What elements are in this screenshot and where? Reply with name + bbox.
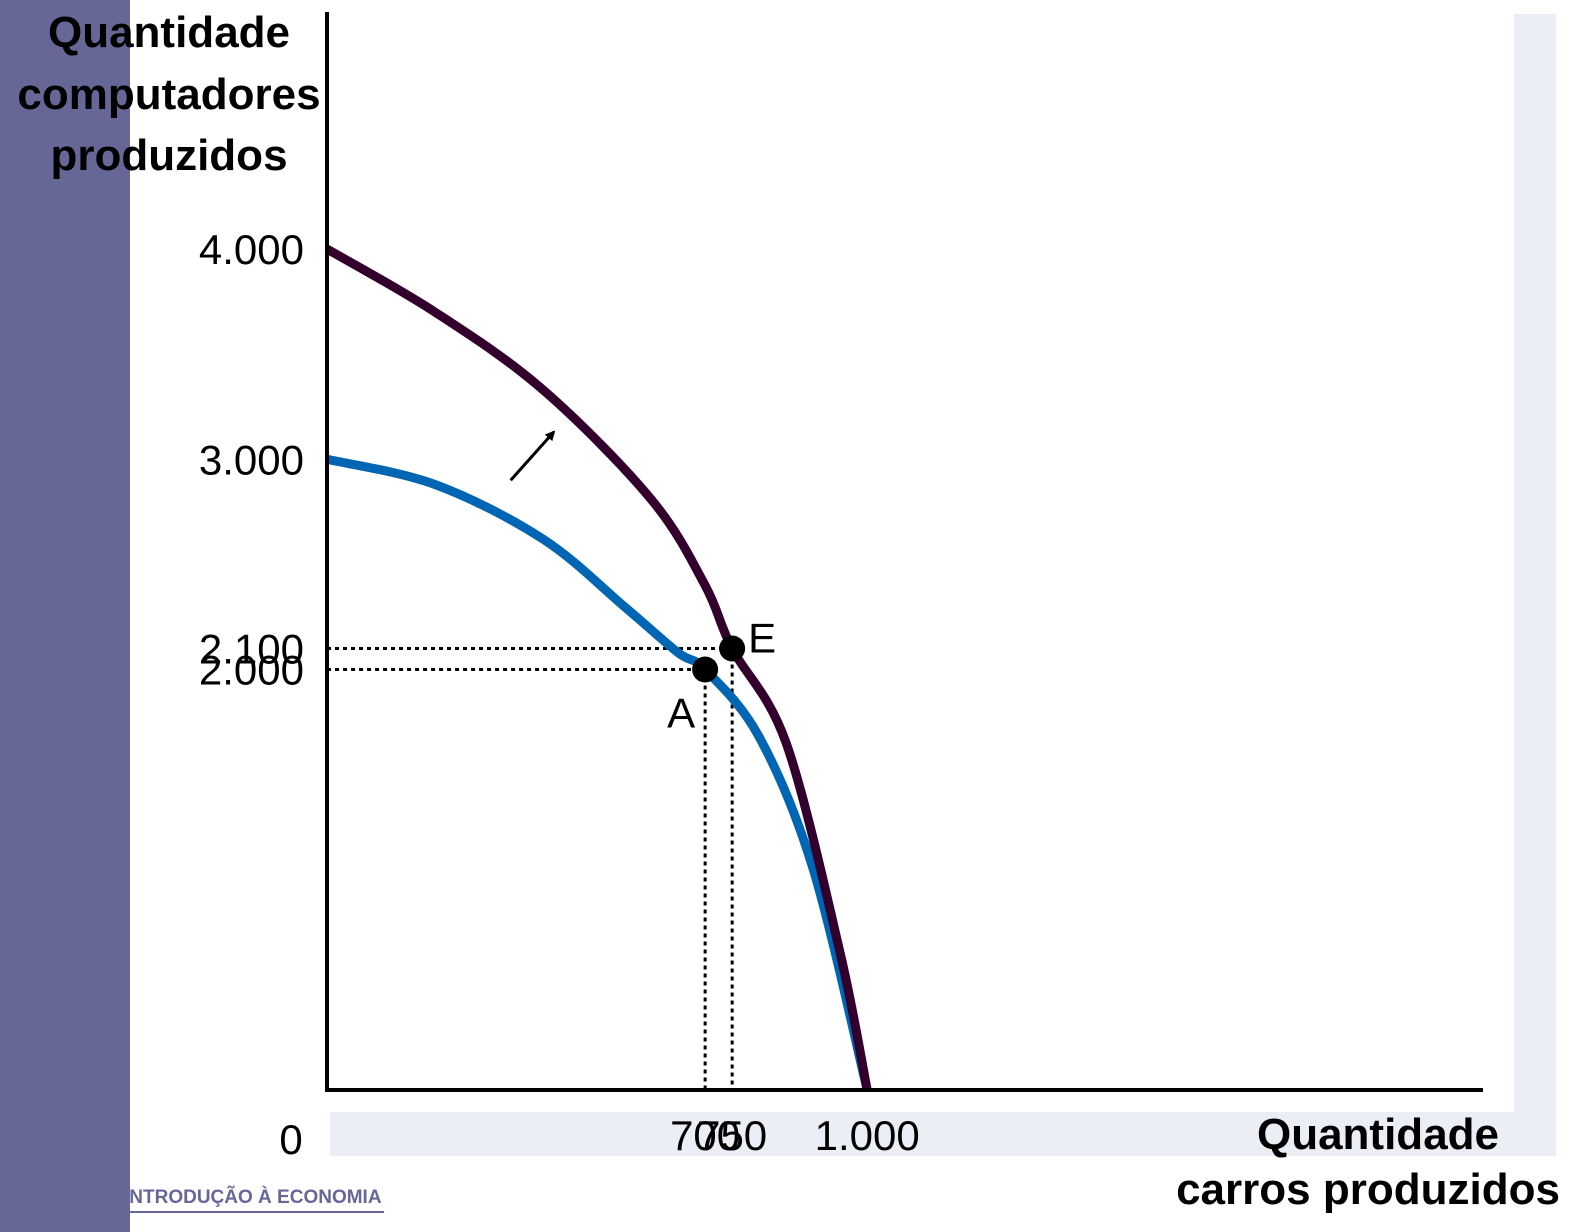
point-a [692, 656, 719, 683]
side-bar [0, 0, 130, 1232]
point-e [719, 635, 746, 662]
shift-arrow [509, 430, 556, 482]
y-axis-label-line-3: produzidos [50, 131, 288, 180]
x-axis-label-line-2: carros produzidos [1176, 1165, 1560, 1214]
x-tick-label: 1.000 [815, 1112, 920, 1159]
y-tick-label: 2.100 [199, 625, 304, 672]
point-label-a: A [667, 690, 695, 737]
y-tick-label: 3.000 [199, 436, 304, 483]
y-tick-label: 4.000 [199, 226, 304, 273]
y-axis-label-line-2: computadores [17, 70, 321, 119]
x-tick-label: 750 [697, 1112, 767, 1159]
footer-underline [110, 1211, 384, 1213]
point-label-e: E [748, 614, 776, 661]
plot-background [330, 14, 1514, 1112]
origin-label: 0 [279, 1116, 302, 1163]
x-tick-label: 700 [670, 1112, 740, 1159]
footer-text: INTRODUÇÃO À ECONOMIA [124, 1187, 382, 1208]
x-axis-label-line-1: Quantidade [1256, 1110, 1500, 1159]
y-tick-label: 2.000 [199, 647, 304, 694]
ppf-curve-shifted [324, 245, 872, 1091]
y-axis-label-line-1: Quantidade [47, 8, 291, 57]
ppf-curve-initial [325, 454, 872, 1092]
